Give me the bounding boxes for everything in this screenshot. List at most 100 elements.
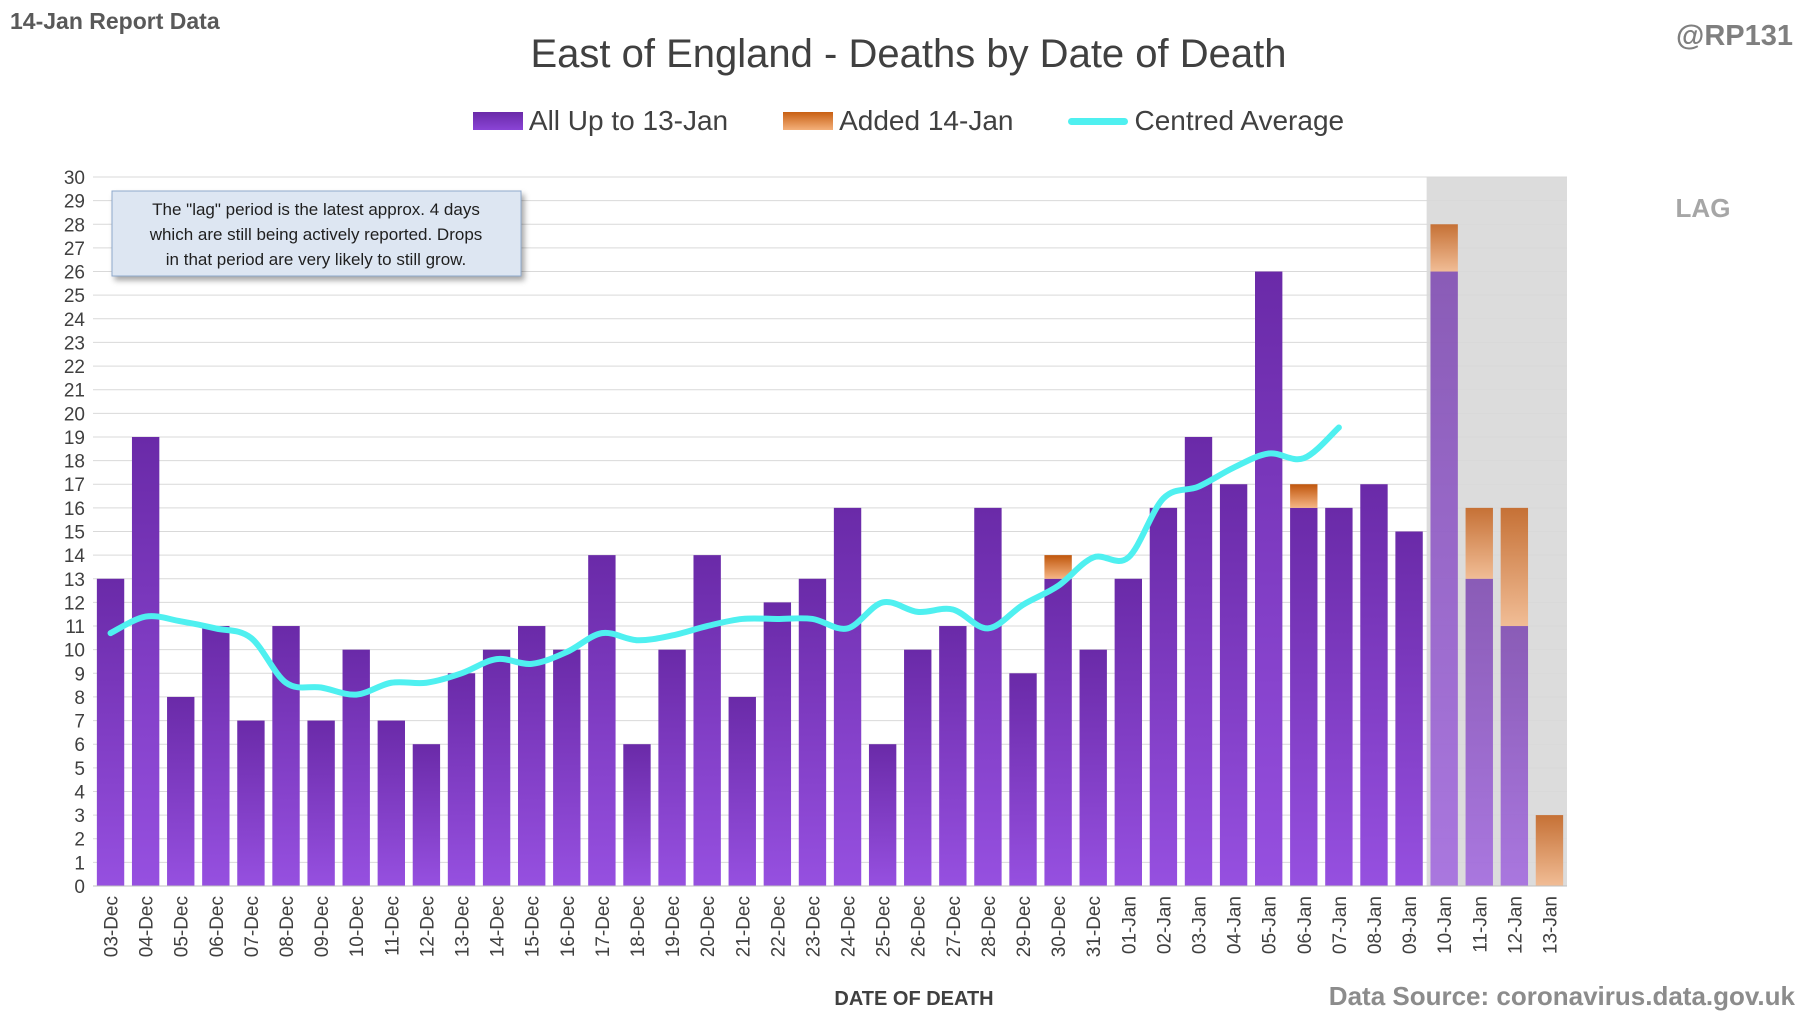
bar-all-up-to-13-jan <box>1009 673 1037 886</box>
legend-label-added: Added 14-Jan <box>839 105 1014 136</box>
x-tick-label: 10-Jan <box>1435 896 1456 954</box>
y-tick-label: 18 <box>64 452 85 473</box>
annotation-box <box>111 190 522 277</box>
bar-added-14-jan <box>1290 484 1318 508</box>
x-tick-label: 20-Dec <box>698 896 719 957</box>
x-tick-label: 06-Jan <box>1295 896 1316 954</box>
bar-all-up-to-13-jan <box>833 507 862 886</box>
x-tick-label: 17-Dec <box>593 896 614 957</box>
bar-all-up-to-13-jan <box>1184 436 1213 886</box>
x-tick-label: 15-Dec <box>523 896 544 957</box>
legend-swatch-line <box>1068 117 1129 125</box>
y-tick-label: 22 <box>64 357 85 378</box>
y-tick-label: 15 <box>64 523 85 544</box>
annotation-line-3: in that period are very likely to still … <box>166 250 466 269</box>
y-tick-label: 9 <box>74 664 85 685</box>
x-tick-label: 30-Dec <box>1049 896 1070 957</box>
x-tick-label: 02-Jan <box>1154 896 1175 954</box>
x-tick-label: 01-Jan <box>1119 896 1140 954</box>
y-tick-label: 24 <box>64 310 86 331</box>
x-axis-title: DATE OF DEATH <box>834 988 993 1010</box>
bar-all-up-to-13-jan <box>1430 271 1458 886</box>
x-tick-label: 25-Dec <box>874 896 895 957</box>
legend-item-all: All Up to 13-Jan <box>472 105 729 137</box>
x-tick-label: 03-Dec <box>102 896 123 957</box>
bar-all-up-to-13-jan <box>623 744 651 886</box>
x-tick-label: 27-Dec <box>944 896 965 957</box>
y-tick-label: 6 <box>74 735 85 756</box>
x-tick-label: 10-Dec <box>347 896 368 957</box>
x-tick-label: 24-Dec <box>839 896 860 957</box>
chart-title: East of England - Deaths by Date of Deat… <box>530 32 1287 76</box>
x-tick-label: 08-Dec <box>277 896 298 957</box>
bar-all-up-to-13-jan <box>868 744 897 886</box>
x-tick-label: 22-Dec <box>768 896 789 957</box>
bar-all-up-to-13-jan <box>518 626 546 886</box>
x-tick-label: 04-Jan <box>1225 896 1246 954</box>
bar-all-up-to-13-jan <box>1360 484 1388 886</box>
bar-all-up-to-13-jan <box>1044 578 1072 886</box>
y-tick-label: 11 <box>65 617 85 638</box>
y-tick-label: 12 <box>64 593 85 614</box>
y-tick-label: 10 <box>64 641 85 662</box>
y-tick-label: 20 <box>64 404 85 425</box>
x-tick-label: 09-Dec <box>312 896 333 957</box>
x-tick-label: 11-Dec <box>382 896 403 956</box>
lag-label: LAG <box>1676 193 1731 223</box>
bar-all-up-to-13-jan <box>202 626 230 886</box>
bar-all-up-to-13-jan <box>342 649 370 886</box>
bar-all-up-to-13-jan <box>482 649 511 886</box>
y-tick-label: 25 <box>64 286 85 307</box>
bar-all-up-to-13-jan <box>1395 531 1423 886</box>
bar-all-up-to-13-jan <box>1114 578 1142 886</box>
y-tick-label: 19 <box>64 428 85 449</box>
centred-average-line <box>107 424 1342 698</box>
y-tick-label: 29 <box>64 192 85 213</box>
x-tick-label: 18-Dec <box>628 896 649 957</box>
x-tick-label: 19-Dec <box>663 896 684 957</box>
bar-all-up-to-13-jan <box>588 555 616 886</box>
y-tick-label: 8 <box>74 688 85 709</box>
bar-all-up-to-13-jan <box>1290 507 1318 886</box>
bar-all-up-to-13-jan <box>131 436 160 886</box>
legend-swatch-orange <box>783 112 834 130</box>
y-tick-label: 0 <box>74 877 85 898</box>
y-tick-label: 17 <box>64 475 85 496</box>
y-tick-label: 26 <box>64 263 85 284</box>
bar-all-up-to-13-jan <box>1325 507 1353 886</box>
bar-all-up-to-13-jan <box>1465 578 1493 886</box>
bar-all-up-to-13-jan <box>412 744 441 886</box>
x-tick-label: 09-Jan <box>1400 896 1421 954</box>
bar-all-up-to-13-jan <box>763 602 792 886</box>
x-tick-label: 07-Dec <box>242 896 263 957</box>
legend: All Up to 13-Jan Added 14-Jan Centred Av… <box>0 105 1817 137</box>
bar-all-up-to-13-jan <box>553 649 581 886</box>
y-tick-label: 2 <box>74 830 85 851</box>
legend-swatch-purple <box>472 112 523 130</box>
data-source: Data Source: coronavirus.data.gov.uk <box>1328 981 1795 1011</box>
bar-all-up-to-13-jan <box>307 720 335 886</box>
x-tick-label: 13-Jan <box>1540 896 1561 954</box>
x-tick-label: 05-Jan <box>1260 896 1281 954</box>
y-tick-label: 14 <box>64 546 86 567</box>
y-tick-label: 13 <box>64 570 85 591</box>
y-tick-label: 27 <box>64 239 85 260</box>
author-handle: @RP131 <box>1676 20 1793 52</box>
x-tick-label: 12-Jan <box>1505 896 1526 954</box>
bar-all-up-to-13-jan <box>728 696 756 886</box>
annotation-line-1: The "lag" period is the latest approx. 4… <box>152 200 480 219</box>
bar-all-up-to-13-jan <box>974 507 1002 886</box>
x-tick-label: 23-Dec <box>803 896 824 957</box>
bar-all-up-to-13-jan <box>904 649 932 886</box>
y-tick-label: 21 <box>64 381 85 402</box>
bar-added-14-jan <box>1044 555 1072 579</box>
x-tick-label: 08-Jan <box>1365 896 1386 954</box>
bar-added-14-jan <box>1535 815 1564 886</box>
legend-label-all: All Up to 13-Jan <box>528 105 729 136</box>
bar-all-up-to-13-jan <box>693 555 721 886</box>
x-tick-label: 14-Dec <box>488 896 509 957</box>
x-tick-label: 28-Dec <box>979 896 1000 957</box>
legend-label-average: Centred Average <box>1134 105 1345 136</box>
bar-added-14-jan <box>1430 224 1458 272</box>
